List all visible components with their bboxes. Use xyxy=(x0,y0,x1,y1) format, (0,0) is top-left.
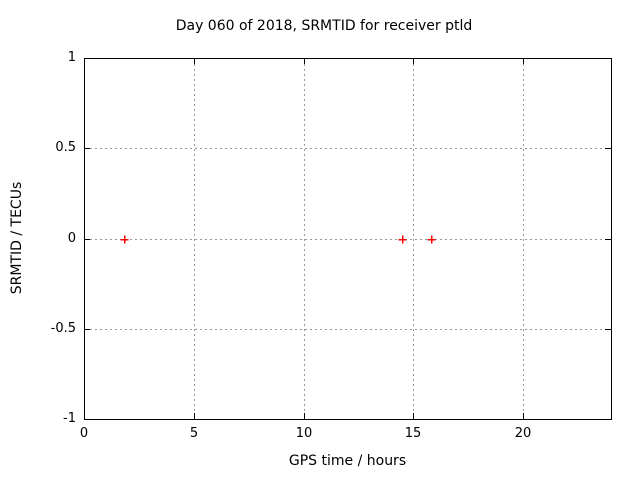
y-tick-label: 0.5 xyxy=(55,140,76,155)
y-tick-label: 1 xyxy=(67,50,76,65)
y-tick-label: -0.5 xyxy=(50,321,76,336)
x-tick-label: 0 xyxy=(79,426,89,441)
x-tick-label: 15 xyxy=(404,426,422,441)
x-tick-label: 20 xyxy=(514,426,532,441)
x-axis-label: GPS time / hours xyxy=(288,453,407,469)
plot-border xyxy=(84,58,612,420)
y-tick-label: 0 xyxy=(67,231,76,246)
x-tick-label: 5 xyxy=(189,426,199,441)
chart-title: Day 060 of 2018, SRMTID for receiver ptl… xyxy=(175,18,473,34)
x-tick-label: 10 xyxy=(295,426,313,441)
y-tick-label: -1 xyxy=(63,411,76,426)
